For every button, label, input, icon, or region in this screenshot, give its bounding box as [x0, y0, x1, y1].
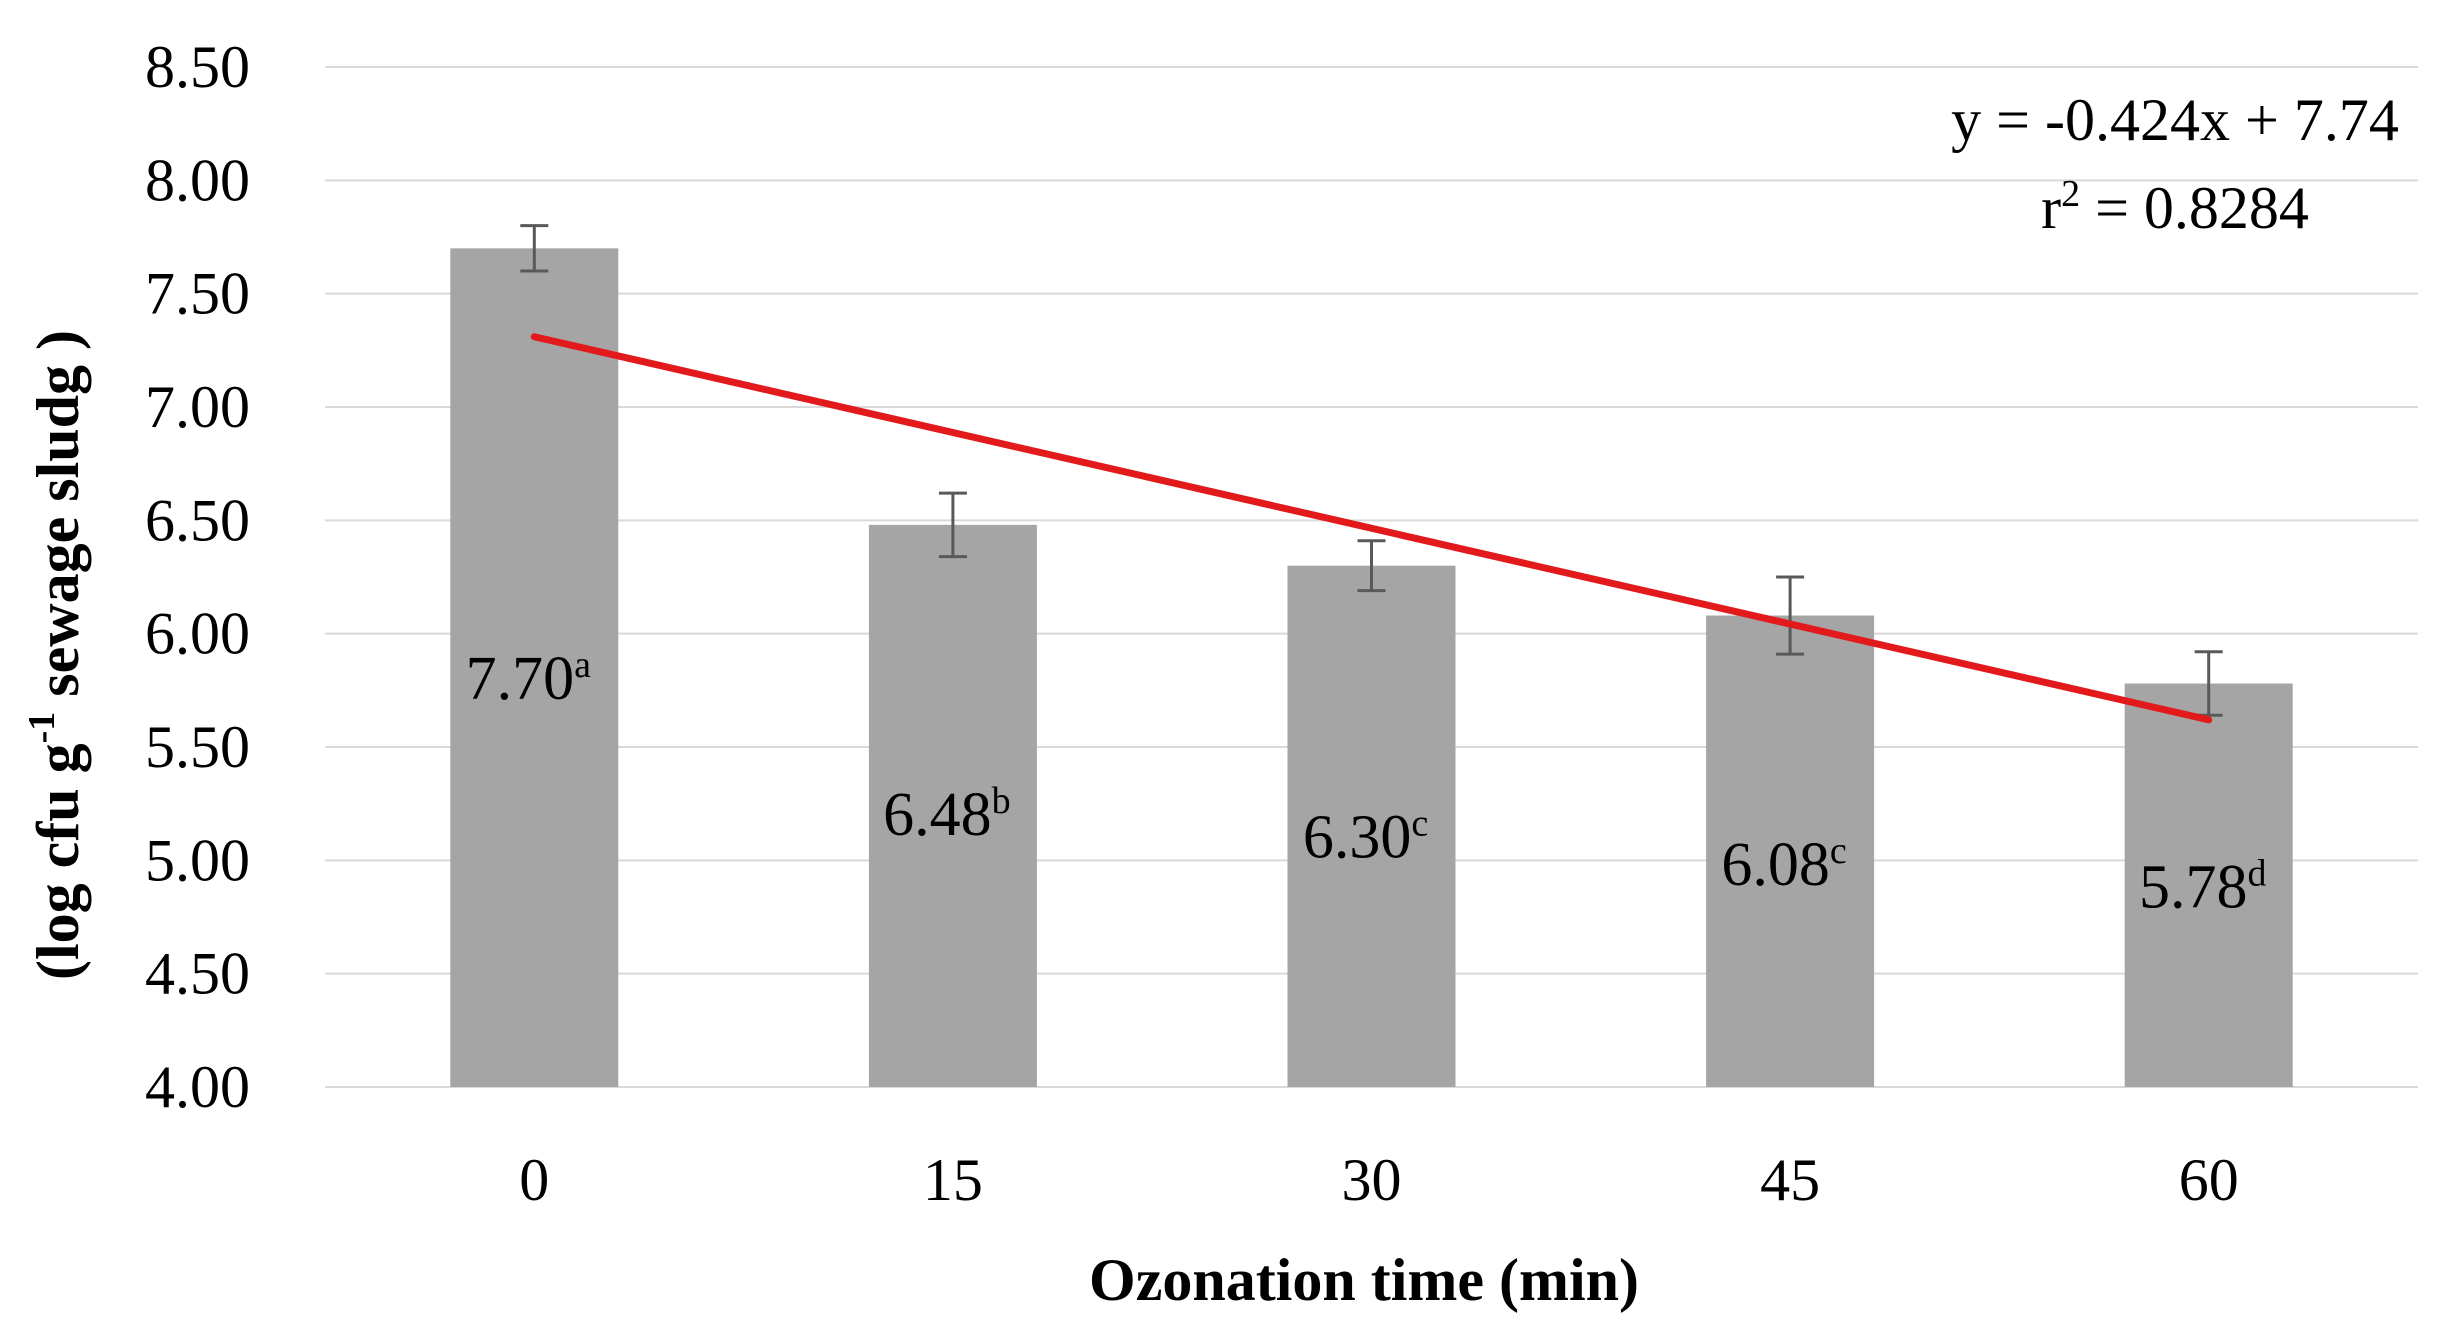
trendline — [530, 333, 2213, 724]
bar-data-label: 7.70a — [466, 644, 592, 713]
x-tick-label: 60 — [2179, 1147, 2239, 1213]
bar-data-label-value: 7.70 — [466, 645, 575, 713]
x-tick-label: 0 — [519, 1147, 549, 1213]
y-axis-title-superscript: -1 — [21, 712, 63, 744]
bar-data-label-letter: d — [2247, 853, 2266, 895]
bar — [450, 248, 619, 1088]
bar-data-label: 6.08c — [1721, 830, 1846, 899]
y-axis-title-prefix: (log cfu g — [25, 743, 91, 980]
error-bar — [520, 224, 549, 273]
bar-data-label: 5.78d — [2139, 853, 2267, 922]
x-tick-label: 45 — [1760, 1147, 1820, 1213]
y-tick-labels: 4.00 4.50 5.00 5.50 6.00 6.50 7.00 7.50 8.00 8.50 — [145, 34, 250, 1120]
bar-data-label-letter: b — [992, 780, 1011, 822]
bar — [1706, 615, 1875, 1087]
error-bar — [938, 491, 967, 559]
bar-data-label-value: 6.30 — [1303, 804, 1412, 872]
bar — [2124, 683, 2293, 1087]
trend-r2: r2 = 0.8284 — [2041, 173, 2309, 241]
bar-data-label-letter: c — [1411, 803, 1428, 845]
y-tick-label: 8.50 — [145, 34, 250, 100]
bar-data-label-value: 5.78 — [2139, 854, 2248, 922]
r2-suffix: = 0.8284 — [2080, 175, 2309, 241]
y-axis-title-suffix: sewage sludg ) — [25, 330, 91, 712]
error-bar — [1776, 575, 1805, 656]
y-tick-label: 7.50 — [145, 261, 250, 327]
y-tick-label: 8.00 — [145, 147, 250, 213]
bar — [868, 524, 1037, 1087]
x-tick-label: 30 — [1342, 1147, 1402, 1213]
error-bars — [520, 224, 2223, 717]
y-tick-label: 6.50 — [145, 487, 250, 553]
bar-data-label-letter: c — [1830, 830, 1847, 872]
trend-equation: y = -0.424x + 7.74 — [1951, 87, 2399, 153]
error-bar — [1357, 539, 1386, 593]
y-tick-label: 5.00 — [145, 827, 250, 893]
r2-prefix: r — [2041, 175, 2061, 241]
y-tick-label: 5.50 — [145, 714, 250, 780]
bar-data-label-value: 6.08 — [1721, 831, 1830, 899]
bars — [450, 248, 2293, 1088]
x-tick-labels: 0 15 30 45 60 — [519, 1147, 2238, 1213]
r2-superscript: 2 — [2061, 173, 2080, 215]
trendline-group — [530, 333, 2213, 724]
bar-data-label: 6.30c — [1303, 803, 1428, 872]
bar-data-label: 6.48b — [883, 780, 1011, 849]
y-tick-label: 6.00 — [145, 601, 250, 667]
y-axis-title: (log cfu g-1 sewage sludg ) — [21, 330, 91, 980]
x-tick-label: 15 — [923, 1147, 983, 1213]
bar-data-label-value: 6.48 — [883, 781, 992, 849]
y-tick-label: 4.00 — [145, 1054, 250, 1120]
bar-data-label-letter: a — [574, 644, 591, 686]
bar — [1287, 565, 1456, 1087]
y-tick-label: 7.00 — [145, 374, 250, 440]
x-axis-title: Ozonation time (min) — [1089, 1247, 1639, 1313]
y-tick-label: 4.50 — [145, 941, 250, 1007]
